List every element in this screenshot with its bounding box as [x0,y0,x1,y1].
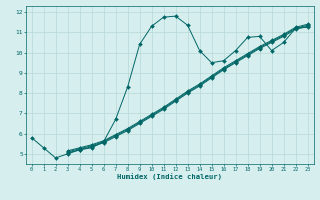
X-axis label: Humidex (Indice chaleur): Humidex (Indice chaleur) [117,173,222,180]
